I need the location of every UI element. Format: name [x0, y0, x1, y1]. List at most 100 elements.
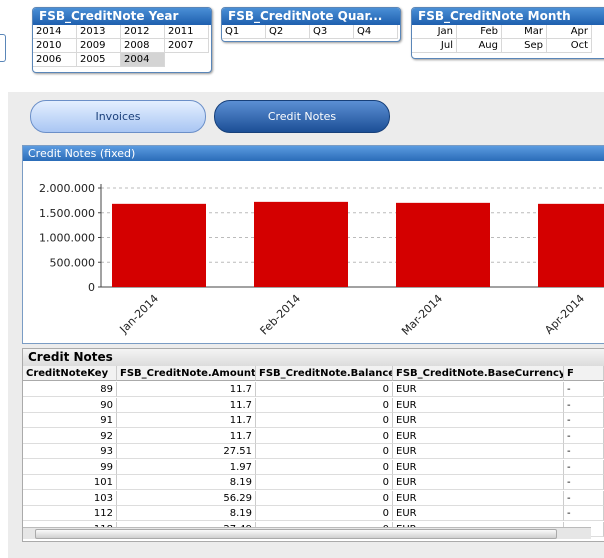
listbox-item[interactable]: 2014 — [33, 25, 77, 39]
scroll-thumb[interactable] — [35, 529, 557, 539]
chart: 0 500.000 1.000.000 1.500.000 2.000.000 Jan-2… — [39, 182, 604, 338]
side-tab[interactable] — [0, 34, 6, 62]
x-tick-label: Feb-2014 — [258, 292, 304, 338]
listbox-item[interactable]: Aug — [457, 39, 502, 53]
listbox-item[interactable]: 2009 — [77, 39, 121, 53]
table-cell: 11.7 — [117, 382, 256, 397]
table-cell: - — [564, 459, 604, 475]
table-cell: 0 — [256, 490, 393, 506]
chart-panel: Credit Notes (fixed) 0 500.000 1.000.000 1.… — [22, 145, 604, 344]
x-tick-label: Jan-2014 — [117, 292, 161, 336]
table-cell: - — [564, 506, 604, 521]
table-cell: - — [564, 475, 604, 490]
table-cell: 0 — [256, 382, 393, 397]
table-cell: 90 — [23, 397, 117, 413]
listbox-item[interactable]: 2006 — [33, 53, 77, 67]
table-cell: 8.19 — [117, 475, 256, 490]
column-header[interactable]: FSB_CreditNote.BaseCurrency — [393, 366, 564, 381]
listbox-item[interactable]: 2010 — [33, 39, 77, 53]
quarter-listbox: FSB_CreditNote Quar... Q1 Q2 Q3 Q4 — [221, 7, 401, 42]
table-cell: 8.19 — [117, 506, 256, 521]
table-cell: 0 — [256, 459, 393, 475]
listbox-item[interactable]: Jan — [412, 25, 457, 39]
table-cell: 11.7 — [117, 428, 256, 444]
table-cell: 89 — [23, 382, 117, 397]
table-grid: CreditNoteKey FSB_CreditNote.Amount FSB_Cr… — [23, 366, 604, 537]
table-cell: 0 — [256, 475, 393, 490]
table-cell: 92 — [23, 428, 117, 444]
y-tick-label: 1.500.000 — [39, 207, 95, 220]
table-cell: - — [564, 428, 604, 444]
table-panel: Credit Notes CreditNoteKey FSB_CreditNote… — [22, 348, 604, 542]
table-cell: EUR — [393, 428, 564, 444]
column-header[interactable]: F — [564, 366, 604, 381]
table-cell: EUR — [393, 413, 564, 428]
bar — [396, 202, 490, 287]
table-cell: EUR — [393, 382, 564, 397]
table-title: Credit Notes — [23, 349, 604, 366]
table-cell: 101 — [23, 475, 117, 490]
table-cell: - — [564, 397, 604, 413]
table-cell: - — [564, 444, 604, 459]
listbox-item[interactable]: 2004 — [121, 53, 165, 67]
listbox-item[interactable]: Q2 — [266, 25, 310, 39]
x-tick-label: Apr-2014 — [542, 292, 587, 337]
listbox-title: FSB_CreditNote Month — [412, 8, 604, 25]
listbox-item[interactable]: 2005 — [77, 53, 121, 67]
year-listbox: FSB_CreditNote Year 2014 2013 2012 2011 2010… — [32, 7, 212, 73]
table-cell: EUR — [393, 444, 564, 459]
table-cell: - — [564, 490, 604, 506]
bar — [112, 203, 206, 287]
y-tick-label: 2.000.000 — [39, 182, 95, 195]
listbox-title: FSB_CreditNote Year — [33, 8, 211, 25]
listbox-item[interactable]: Q4 — [354, 25, 398, 39]
column-header[interactable]: FSB_CreditNote.Balance — [256, 366, 393, 381]
listbox-item[interactable]: Sep — [502, 39, 547, 53]
table-cell: EUR — [393, 475, 564, 490]
listbox-item[interactable]: 2011 — [165, 25, 209, 39]
column-header[interactable]: CreditNoteKey — [23, 366, 117, 381]
table-cell: EUR — [393, 490, 564, 506]
table-cell: 93 — [23, 444, 117, 459]
table-cell: - — [564, 382, 604, 397]
table-cell: 0 — [256, 444, 393, 459]
table-cell: 103 — [23, 490, 117, 506]
listbox-item[interactable]: Mar — [502, 25, 547, 39]
y-tick-label: 0 — [88, 281, 95, 294]
listbox-item[interactable]: 2007 — [165, 39, 209, 53]
table-cell: 0 — [256, 506, 393, 521]
listbox-item[interactable]: Oct — [547, 39, 592, 53]
month-listbox: FSB_CreditNote Month Jan Feb Mar Apr Jul Aug S… — [411, 7, 604, 59]
listbox-item[interactable]: 2012 — [121, 25, 165, 39]
table-cell: 99 — [23, 459, 117, 475]
listbox-item[interactable]: Jul — [412, 39, 457, 53]
bar — [254, 201, 348, 287]
column-header[interactable]: FSB_CreditNote.Amount — [117, 366, 256, 381]
chart-title: Credit Notes (fixed) — [23, 146, 604, 161]
table-cell: 0 — [256, 397, 393, 413]
listbox-item[interactable]: Apr — [547, 25, 592, 39]
y-tick-label: 500.000 — [50, 256, 96, 269]
table-cell: 56.29 — [117, 490, 256, 506]
table-cell: EUR — [393, 506, 564, 521]
invoices-button[interactable]: Invoices — [30, 100, 206, 133]
table-cell: 0 — [256, 413, 393, 428]
table-cell: EUR — [393, 397, 564, 413]
y-tick-label: 1.000.000 — [39, 232, 95, 245]
horizontal-scrollbar[interactable] — [23, 527, 591, 539]
listbox-item[interactable]: Q1 — [222, 25, 266, 39]
listbox-item[interactable]: Q3 — [310, 25, 354, 39]
x-tick-label: Mar-2014 — [399, 292, 445, 338]
table-cell: EUR — [393, 459, 564, 475]
table-cell: 112 — [23, 506, 117, 521]
table-cell: 11.7 — [117, 397, 256, 413]
listbox-item[interactable]: Feb — [457, 25, 502, 39]
table-cell: 27.51 — [117, 444, 256, 459]
credit-notes-button[interactable]: Credit Notes — [214, 100, 390, 133]
table-cell: 0 — [256, 428, 393, 444]
table-cell: 91 — [23, 413, 117, 428]
listbox-item[interactable]: 2008 — [121, 39, 165, 53]
listbox-item[interactable]: 2013 — [77, 25, 121, 39]
table-cell: 1.97 — [117, 459, 256, 475]
